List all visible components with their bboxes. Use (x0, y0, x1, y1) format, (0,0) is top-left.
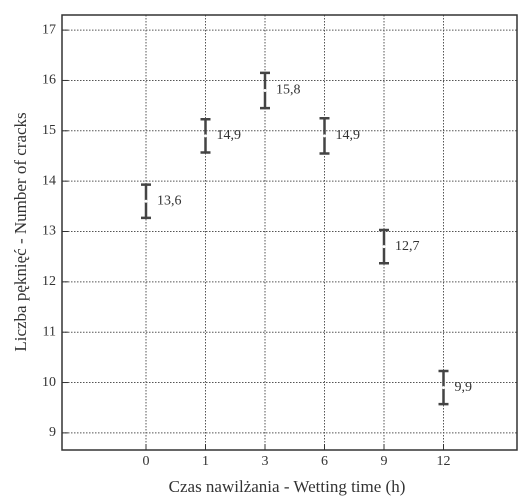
data-label: 12,7 (395, 239, 420, 254)
data-label: 13,6 (157, 194, 182, 209)
x-tick-label: 0 (143, 454, 150, 469)
data-label: 14,9 (336, 128, 361, 143)
y-tick-label: 17 (42, 22, 56, 37)
y-axis-label: Liczba pęknięć - Number of cracks (11, 112, 30, 351)
y-tick-label: 13 (42, 224, 56, 239)
x-tick-label: 9 (381, 454, 388, 469)
data-label: 15,8 (276, 83, 301, 98)
data-label: 9,9 (455, 380, 473, 395)
x-tick-label: 6 (321, 454, 328, 469)
point (442, 386, 445, 390)
x-tick-label: 3 (262, 454, 269, 469)
x-tick-label: 1 (202, 454, 209, 469)
y-tick-label: 15 (42, 123, 56, 138)
y-tick-label: 16 (42, 73, 56, 88)
y-tick-label: 12 (42, 274, 56, 289)
x-tick-label: 12 (437, 454, 451, 469)
data-label: 14,9 (217, 128, 242, 143)
y-tick-label: 14 (42, 173, 56, 188)
point (323, 134, 326, 138)
y-tick-label: 11 (43, 324, 56, 339)
point (144, 199, 148, 203)
y-tick-label: 9 (49, 425, 56, 440)
point (263, 89, 267, 93)
plot-frame (61, 14, 518, 451)
x-axis-label: Czas nawilżania - Wetting time (h) (169, 477, 406, 496)
y-tick-label: 10 (42, 375, 56, 390)
point (382, 245, 386, 249)
point (204, 134, 207, 138)
